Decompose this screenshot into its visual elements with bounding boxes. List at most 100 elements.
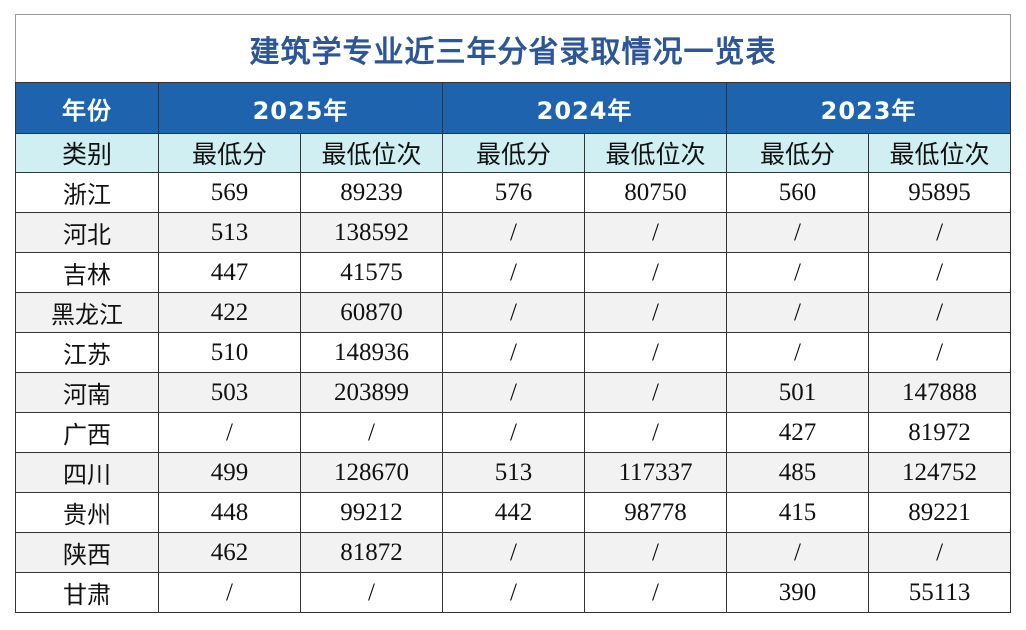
province-cell: 河北 <box>15 212 159 253</box>
data-cell: 447 <box>158 252 301 293</box>
province-cell: 四川 <box>15 452 159 493</box>
data-cell: 485 <box>726 452 870 493</box>
data-cell: 510 <box>158 332 301 373</box>
year-2023-header: 2023年 <box>726 82 1012 134</box>
data-cell: 501 <box>726 372 870 413</box>
data-cell: / <box>726 212 870 253</box>
table-row: 河南 503 203899 / / 501 147888 <box>15 372 1012 413</box>
province-cell: 江苏 <box>15 332 159 373</box>
sub-header-min-rank: 最低位次 <box>584 133 728 173</box>
data-cell: 138592 <box>299 212 444 253</box>
data-cell: / <box>158 412 301 453</box>
table-row: 浙江 569 89239 576 80750 560 95895 <box>15 172 1012 213</box>
province-cell: 甘肃 <box>15 572 159 613</box>
data-cell: 422 <box>158 292 301 333</box>
sub-header-min-score: 最低分 <box>158 133 301 173</box>
table-row: 黑龙江 422 60870 / / / / <box>15 292 1012 333</box>
year-label-cell: 年份 <box>15 82 159 134</box>
data-cell: 128670 <box>299 452 444 493</box>
data-cell: / <box>442 412 586 453</box>
table-title-box: 建筑学专业近三年分省录取情况一览表 <box>15 14 1011 82</box>
data-cell: / <box>584 532 728 573</box>
data-cell: 148936 <box>299 332 444 373</box>
data-cell: 80750 <box>584 172 728 213</box>
data-cell: / <box>868 332 1012 373</box>
table-row: 吉林 447 41575 / / / / <box>15 252 1012 293</box>
data-cell: / <box>442 212 586 253</box>
data-cell: 513 <box>442 452 586 493</box>
data-cell: / <box>584 412 728 453</box>
province-cell: 河南 <box>15 372 159 413</box>
table-row: 广西 / / / / 427 81972 <box>15 412 1012 453</box>
data-cell: 462 <box>158 532 301 573</box>
year-header-row: 年份 2025年 2024年 2023年 <box>15 82 1012 134</box>
data-cell: 576 <box>442 172 586 213</box>
data-cell: 499 <box>158 452 301 493</box>
data-cell: / <box>584 252 728 293</box>
data-cell: / <box>442 332 586 373</box>
province-cell: 陕西 <box>15 532 159 573</box>
data-cell: / <box>868 292 1012 333</box>
year-2024-header: 2024年 <box>442 82 728 134</box>
data-cell: 448 <box>158 492 301 533</box>
data-cell: / <box>868 252 1012 293</box>
data-cell: / <box>442 372 586 413</box>
data-cell: / <box>868 212 1012 253</box>
data-cell: / <box>442 252 586 293</box>
table-title: 建筑学专业近三年分省录取情况一览表 <box>249 34 777 70</box>
data-cell: 503 <box>158 372 301 413</box>
admission-table-container: 建筑学专业近三年分省录取情况一览表 年份 2025年 2024年 2023年 类… <box>15 14 1012 616</box>
table-row: 甘肃 / / / / 390 55113 <box>15 572 1012 613</box>
data-cell: / <box>299 412 444 453</box>
sub-header-min-rank: 最低位次 <box>868 133 1012 173</box>
data-cell: / <box>868 532 1012 573</box>
data-cell: 98778 <box>584 492 728 533</box>
category-label-cell: 类别 <box>15 133 159 173</box>
data-cell: 203899 <box>299 372 444 413</box>
data-cell: 81872 <box>299 532 444 573</box>
data-cell: / <box>726 252 870 293</box>
data-cell: 99212 <box>299 492 444 533</box>
data-cell: 560 <box>726 172 870 213</box>
admission-table: 年份 2025年 2024年 2023年 类别 最低分 最低位次 最低分 最低位… <box>15 82 1012 613</box>
data-cell: 569 <box>158 172 301 213</box>
data-cell: / <box>442 572 586 613</box>
data-cell: / <box>726 532 870 573</box>
data-cell: / <box>442 532 586 573</box>
data-cell: 41575 <box>299 252 444 293</box>
data-cell: 89239 <box>299 172 444 213</box>
data-cell: 95895 <box>868 172 1012 213</box>
data-cell: / <box>584 292 728 333</box>
data-cell: / <box>584 212 728 253</box>
data-cell: / <box>158 572 301 613</box>
province-cell: 吉林 <box>15 252 159 293</box>
sub-header-min-rank: 最低位次 <box>299 133 444 173</box>
data-cell: / <box>442 292 586 333</box>
sub-header-min-score: 最低分 <box>726 133 870 173</box>
table-row: 河北 513 138592 / / / / <box>15 212 1012 253</box>
data-cell: 89221 <box>868 492 1012 533</box>
data-cell: 513 <box>158 212 301 253</box>
data-cell: 55113 <box>868 572 1012 613</box>
data-cell: 81972 <box>868 412 1012 453</box>
data-cell: 117337 <box>584 452 728 493</box>
data-cell: / <box>584 572 728 613</box>
data-cell: / <box>584 372 728 413</box>
province-cell: 浙江 <box>15 172 159 213</box>
province-cell: 贵州 <box>15 492 159 533</box>
data-cell: / <box>726 292 870 333</box>
data-cell: 124752 <box>868 452 1012 493</box>
category-header-row: 类别 最低分 最低位次 最低分 最低位次 最低分 最低位次 <box>15 133 1012 173</box>
data-cell: 147888 <box>868 372 1012 413</box>
table-row: 陕西 462 81872 / / / / <box>15 532 1012 573</box>
data-cell: / <box>726 332 870 373</box>
data-cell: / <box>299 572 444 613</box>
data-cell: 427 <box>726 412 870 453</box>
data-cell: 415 <box>726 492 870 533</box>
data-cell: / <box>584 332 728 373</box>
province-cell: 广西 <box>15 412 159 453</box>
data-cell: 390 <box>726 572 870 613</box>
province-cell: 黑龙江 <box>15 292 159 333</box>
data-cell: 442 <box>442 492 586 533</box>
data-cell: 60870 <box>299 292 444 333</box>
